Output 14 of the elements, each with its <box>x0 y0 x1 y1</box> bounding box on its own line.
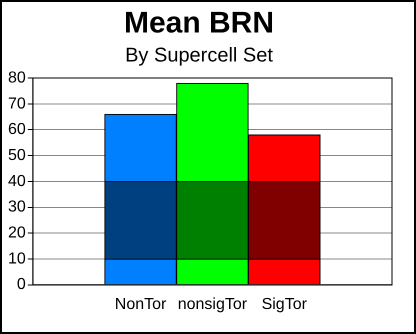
chart-title: Mean BRN <box>124 6 274 40</box>
y-tick-label: 40 <box>8 172 26 190</box>
x-tick-label: nonsigTor <box>178 296 248 313</box>
y-tick-label: 70 <box>8 95 26 112</box>
y-tick-label: 0 <box>16 276 26 294</box>
x-tick-label: SigTor <box>262 296 308 313</box>
y-tick-label: 30 <box>8 198 26 216</box>
y-tick-label: 80 <box>8 69 26 86</box>
y-tick-label: 10 <box>8 250 26 268</box>
x-tick-label: NonTor <box>114 296 168 313</box>
y-tick-label: 60 <box>8 121 26 138</box>
chart-subtitle: By Supercell Set <box>125 44 274 67</box>
y-tick-label: 50 <box>8 146 26 164</box>
y-tick-label: 20 <box>8 224 26 242</box>
